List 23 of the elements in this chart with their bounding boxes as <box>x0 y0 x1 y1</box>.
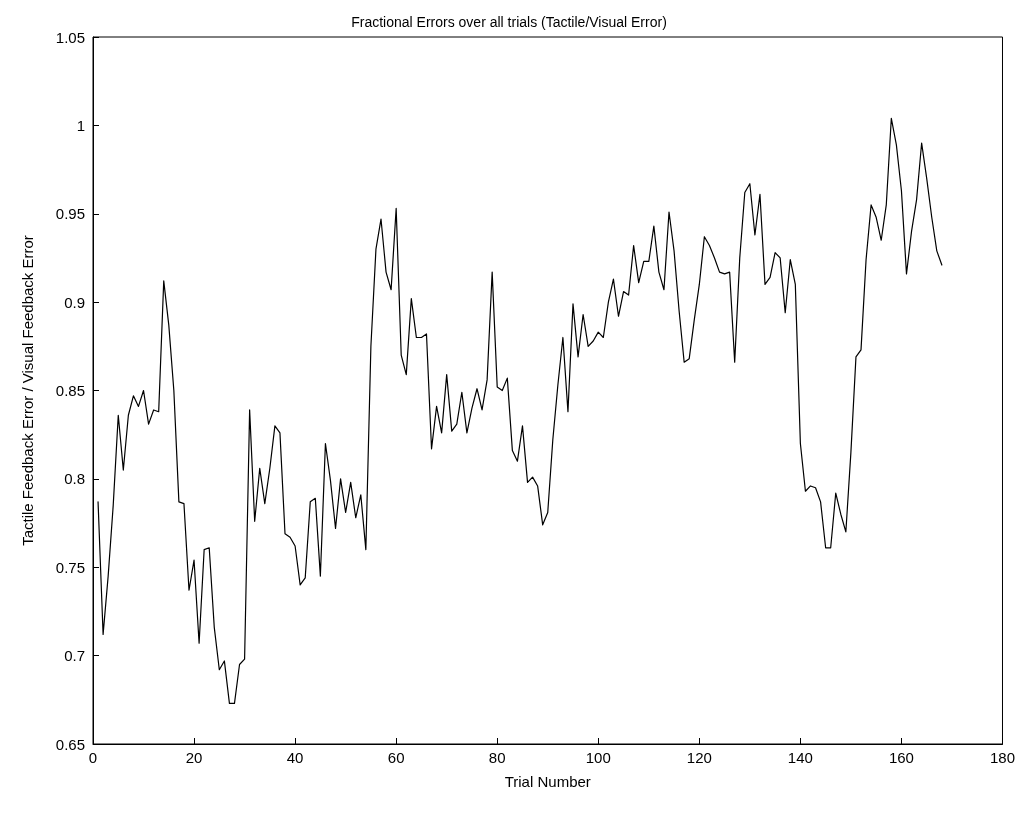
y-tick-label: 0.8 <box>64 470 85 488</box>
y-tick-label: 1 <box>76 116 85 134</box>
y-tick-label: 0.75 <box>55 558 85 576</box>
y-tick-label: 0.65 <box>55 735 85 753</box>
x-tick-label: 60 <box>387 749 405 766</box>
x-tick-label: 100 <box>585 749 611 766</box>
x-tick-label: 20 <box>185 749 203 766</box>
x-tick-label: 180 <box>989 749 1015 766</box>
y-tick-label: 0.95 <box>55 205 85 223</box>
chart-title: Fractional Errors over all trials (Tactile/Visual Error) <box>351 14 667 30</box>
y-tick-label: 0.85 <box>55 382 85 399</box>
x-tick-label: 120 <box>686 749 712 766</box>
x-tick-label: 140 <box>787 749 813 766</box>
x-tick-label: 80 <box>488 749 506 766</box>
x-tick-label: 160 <box>888 749 914 766</box>
y-axis-title: Tactile Feedback Error / Visual Feedback Error <box>19 235 36 546</box>
x-tick-label: 40 <box>286 749 304 766</box>
y-tick-label: 1.05 <box>55 28 85 46</box>
x-tick-label: 0 <box>88 749 98 766</box>
y-tick-label: 0.7 <box>64 647 85 665</box>
line-series <box>97 117 943 704</box>
x-axis-title: Trial Number <box>504 773 591 790</box>
y-tick-label: 0.9 <box>64 293 85 311</box>
